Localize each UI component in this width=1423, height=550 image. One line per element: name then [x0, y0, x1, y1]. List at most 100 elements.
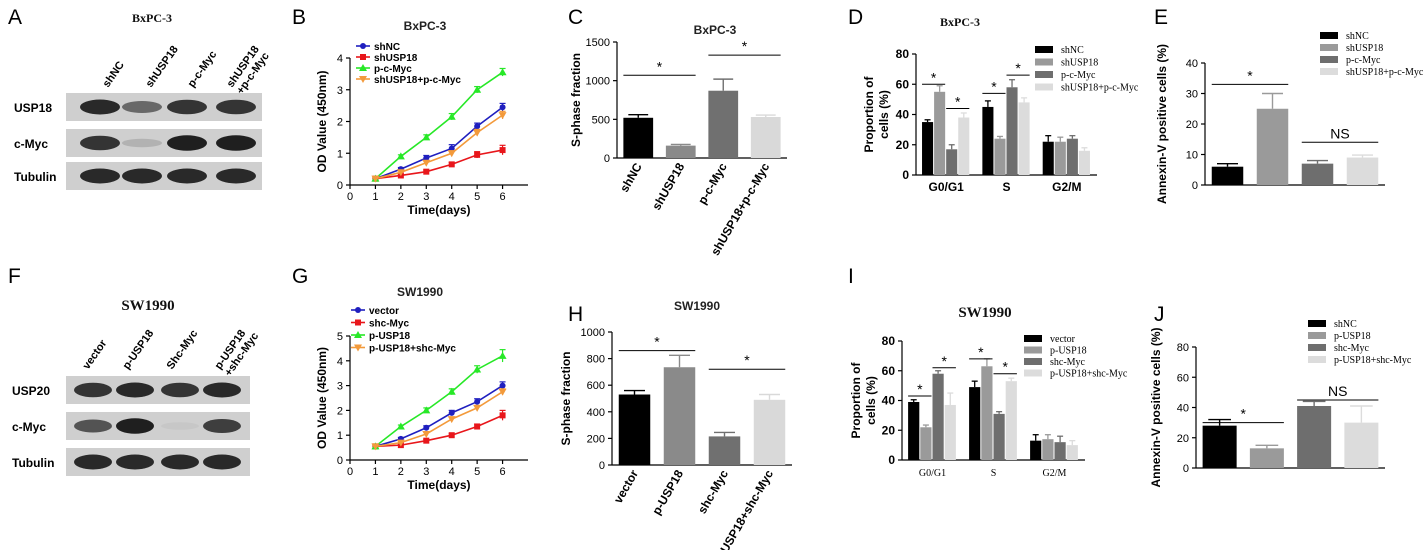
legend-entry: p-USP18	[351, 331, 411, 342]
line-chart-g: SW1990 0 1 2 3 4 5 6 0 1 2 3 4 5 Time(days) OD Value (4…	[315, 285, 528, 492]
y-tick-label: 500	[592, 114, 610, 126]
series-line	[374, 71, 504, 180]
panel-label-j: J	[1154, 303, 1165, 326]
bar	[708, 436, 741, 465]
legend-label: vector	[369, 306, 399, 317]
legend-swatch	[1308, 332, 1326, 339]
data-point	[474, 398, 481, 405]
bar	[1297, 405, 1332, 468]
legend-label: shUSP18	[1061, 58, 1098, 69]
blot-band	[74, 382, 112, 398]
y-tick-label: 40	[1177, 403, 1189, 415]
significance-label: *	[654, 334, 660, 350]
y-tick-label: 5	[337, 331, 343, 343]
bar	[934, 91, 946, 175]
y-axis-label: OD Value (450nm)	[315, 347, 329, 449]
legend-label: p-USP18+shc-Myc	[1334, 355, 1412, 366]
series-line	[374, 355, 503, 447]
bar	[1066, 138, 1078, 175]
data-point	[473, 129, 482, 137]
legend-entry: shUSP18+p-c-Myc	[1035, 83, 1139, 94]
legend-label: shNC	[1334, 319, 1357, 330]
series-p-USP18	[920, 358, 1054, 460]
significance-label: NS	[1330, 125, 1349, 141]
data-point	[447, 387, 456, 395]
legend-label: p-USP18+shc-Myc	[1050, 369, 1128, 380]
blot-band	[80, 135, 120, 151]
bar	[1301, 163, 1334, 185]
blot-band	[161, 454, 199, 470]
significance-label: *	[1247, 67, 1253, 83]
y-tick-label: 80	[896, 47, 910, 61]
y-tick-label: 80	[882, 334, 896, 348]
data-point	[355, 319, 361, 326]
y-tick-label: 0	[888, 453, 895, 467]
data-point	[371, 175, 380, 183]
series-line	[375, 106, 504, 180]
legend-entry: p-c-Myc	[1320, 55, 1381, 66]
blot-band	[161, 422, 199, 430]
x-tick-label: 6	[500, 191, 506, 203]
data-point	[423, 437, 430, 444]
legend-swatch	[1320, 32, 1338, 39]
y-tick-label: 80	[1177, 342, 1189, 354]
legend-label: p-c-Myc	[1061, 70, 1096, 81]
series-line	[375, 391, 503, 448]
x-tick-label: 5	[474, 191, 480, 203]
y-axis-label: Proportion ofcells (%)	[849, 362, 878, 439]
y-tick-label: 0	[337, 455, 343, 467]
panel-label-i: I	[848, 265, 854, 288]
series-vector	[908, 380, 1042, 460]
data-point	[499, 104, 506, 111]
x-tick-label: 3	[423, 191, 429, 203]
blot-band	[74, 454, 112, 470]
data-point	[423, 168, 430, 175]
y-tick-label: 0	[599, 460, 605, 472]
data-point	[423, 424, 430, 431]
y-axis-label: S-phase fraction	[559, 351, 573, 445]
bar	[994, 138, 1006, 175]
bar	[958, 117, 970, 175]
x-tick-label: S	[991, 468, 997, 479]
chart-title: BxPC-3	[694, 23, 737, 37]
legend-entry: shNC	[1035, 45, 1084, 56]
grouped-bar-chart-i: SW1990 0 20 40 60 80 Proportion ofcells (%) G0/…	[849, 305, 1128, 479]
bar	[1078, 150, 1090, 175]
series-line	[375, 114, 504, 180]
data-point	[371, 443, 380, 451]
chart-title: SW1990	[958, 305, 1011, 321]
y-tick-label: 0	[902, 168, 909, 182]
legend-swatch	[1320, 44, 1338, 51]
legend-entry: shc-Myc	[1024, 357, 1086, 368]
x-tick-label: 1	[372, 191, 378, 203]
significance-label: *	[941, 353, 947, 369]
y-tick-label: 4	[337, 53, 343, 65]
y-tick-label: 20	[1186, 119, 1198, 131]
legend-label: shUSP18+p-c-Myc	[1061, 83, 1139, 94]
significance-label: *	[1241, 406, 1247, 422]
y-tick-label: 200	[587, 433, 605, 445]
series-p-c-Myc	[371, 67, 507, 182]
x-tick-label: S	[1002, 180, 1010, 194]
bar	[922, 122, 934, 175]
data-point	[423, 155, 430, 162]
panel-label-d: D	[848, 6, 863, 29]
blot-band	[80, 99, 120, 115]
blot-band	[122, 138, 162, 148]
legend-swatch	[1320, 56, 1338, 63]
data-point	[474, 423, 481, 430]
legend-entry: p-USP18	[1308, 331, 1371, 342]
legend-label: p-c-Myc	[374, 64, 412, 75]
blot-band	[122, 168, 162, 184]
y-tick-label: 30	[1186, 89, 1198, 101]
blot-band	[80, 168, 120, 184]
y-tick-label: 1500	[586, 37, 610, 49]
lane-label: shUSP18+p-c-Myc	[225, 44, 272, 97]
blot-title: BxPC-3	[132, 11, 172, 25]
y-tick-label: 20	[896, 138, 910, 152]
significance-label: NS	[1328, 383, 1347, 399]
data-point	[447, 416, 456, 424]
significance-label: *	[742, 38, 748, 54]
series-line	[375, 414, 503, 448]
